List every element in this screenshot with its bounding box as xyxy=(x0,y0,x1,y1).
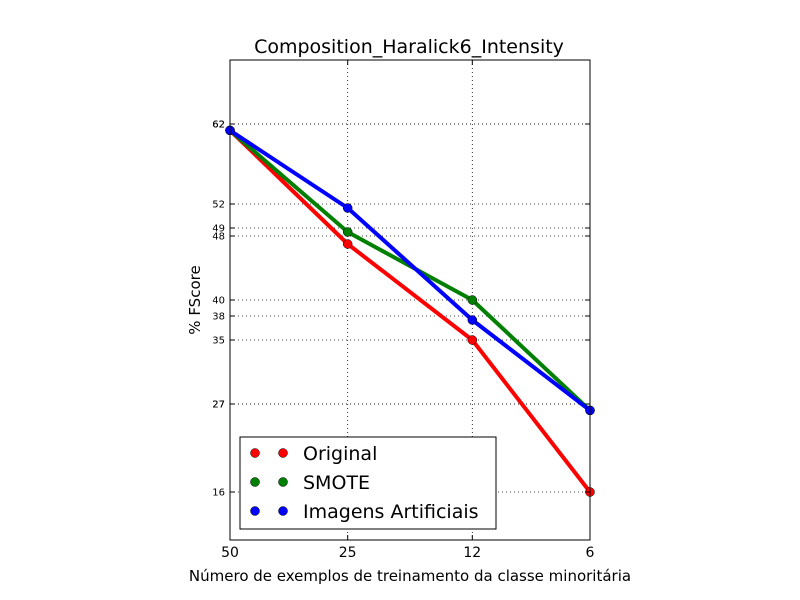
legend-marker xyxy=(278,506,288,516)
legend-label: Imagens Artificiais xyxy=(303,501,479,523)
legend-label: Original xyxy=(303,443,377,465)
y-tick-label: 35 xyxy=(212,336,225,347)
y-tick-label: 27 xyxy=(212,400,225,411)
series-line xyxy=(228,128,592,494)
y-tick-label: 16 xyxy=(212,488,225,499)
legend-marker xyxy=(250,448,260,458)
legend-marker xyxy=(278,477,288,487)
y-tick-label: 38 xyxy=(212,312,225,323)
y-tick-label: 48 xyxy=(212,232,225,243)
y-axis-label: % FScore xyxy=(186,265,204,334)
legend-marker xyxy=(278,448,288,458)
y-tick-label: 49 xyxy=(212,224,225,235)
legend-label: SMOTE xyxy=(303,472,370,494)
data-series xyxy=(225,125,595,497)
data-point xyxy=(342,227,353,237)
legend: Original SMOTE Imagens Artificiais xyxy=(239,436,497,530)
x-tick-label: 25 xyxy=(339,545,357,561)
y-tick-label: 52 xyxy=(212,200,225,211)
chart-title: Composition_Haralick6_Intensity xyxy=(254,36,564,58)
y-tick-label: 40 xyxy=(212,296,225,307)
data-point xyxy=(467,295,478,305)
data-point xyxy=(342,239,353,249)
x-axis-label: Número de exemplos de treinamento da cla… xyxy=(189,567,631,585)
series-imagens-artificiais xyxy=(225,125,595,416)
y-tick-label: 62 xyxy=(212,120,225,131)
series-line xyxy=(228,128,592,412)
y-tick-label: 62 xyxy=(212,120,225,131)
legend-marker xyxy=(250,477,260,487)
data-point xyxy=(342,203,353,213)
x-tick-label: 6 xyxy=(586,545,595,561)
data-point xyxy=(467,315,478,325)
x-tick-label: 50 xyxy=(221,545,239,561)
legend-marker xyxy=(250,506,260,516)
data-point xyxy=(467,335,478,345)
x-tick-label: 12 xyxy=(463,545,481,561)
y-tick-label: 27 xyxy=(212,400,225,411)
